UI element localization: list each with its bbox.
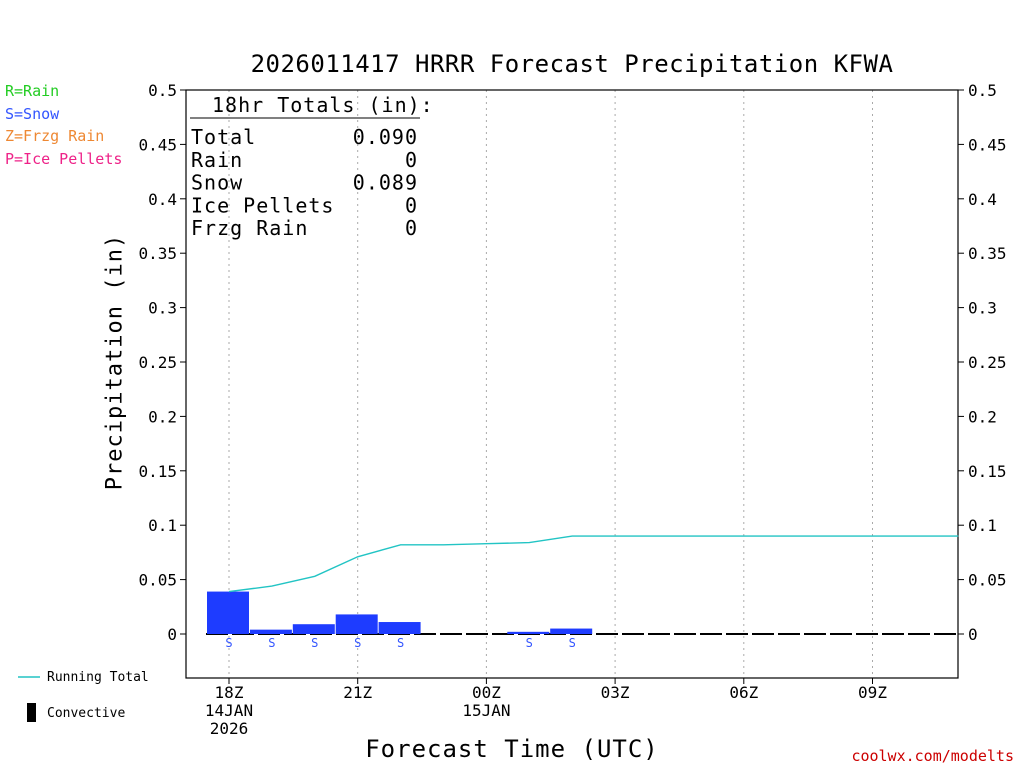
y-tick-label-left: 0.4 bbox=[148, 190, 177, 209]
convective-legend-swatch bbox=[27, 703, 36, 722]
x-tick-label: 03Z bbox=[601, 683, 630, 702]
totals-row-value: 0 bbox=[405, 193, 418, 217]
y-tick-label-left: 0 bbox=[167, 625, 177, 644]
legend-freezing-rain: Z=Frzg Rain bbox=[5, 127, 105, 145]
totals-row-label: Ice Pellets bbox=[191, 193, 334, 217]
y-tick-label-right: 0.3 bbox=[968, 299, 997, 318]
x-tick-label: 2026 bbox=[210, 719, 249, 738]
totals-row-value: 0 bbox=[405, 148, 418, 172]
totals-row-label: Frzg Rain bbox=[191, 216, 308, 240]
legend-snow: S=Snow bbox=[5, 105, 60, 123]
y-tick-label-right: 0.5 bbox=[968, 81, 997, 100]
x-tick-label: 15JAN bbox=[462, 701, 510, 720]
convective-legend-label: Convective bbox=[47, 706, 126, 721]
y-tick-label-left: 0.25 bbox=[138, 353, 177, 372]
precip-type-marker: S bbox=[354, 636, 361, 650]
y-tick-label-left: 0.45 bbox=[138, 135, 177, 154]
precip-type-marker: S bbox=[526, 636, 533, 650]
totals-row-label: Snow bbox=[191, 171, 243, 195]
precip-type-marker: S bbox=[397, 636, 404, 650]
precip-type-marker: S bbox=[311, 636, 318, 650]
precip-type-marker: S bbox=[225, 636, 232, 650]
totals-row-value: 0.089 bbox=[353, 171, 418, 195]
y-tick-label-left: 0.35 bbox=[138, 244, 177, 263]
chart-title: 2026011417 HRRR Forecast Precipitation K… bbox=[250, 50, 894, 78]
x-axis-label: Forecast Time (UTC) bbox=[365, 735, 659, 763]
y-tick-label-left: 0.15 bbox=[138, 462, 177, 481]
y-tick-label-right: 0.45 bbox=[968, 135, 1007, 154]
running-total-line bbox=[228, 535, 959, 593]
totals-row-value: 0.090 bbox=[353, 125, 418, 149]
y-tick-label-left: 0.05 bbox=[138, 571, 177, 590]
legend-rain: R=Rain bbox=[5, 82, 60, 100]
y-tick-label-right: 0.25 bbox=[968, 353, 1007, 372]
y-tick-label-right: 0.15 bbox=[968, 462, 1007, 481]
precip-bar bbox=[550, 628, 593, 634]
y-tick-label-left: 0.1 bbox=[148, 516, 177, 535]
credit-link[interactable]: coolwx.com/modelts bbox=[851, 747, 1014, 765]
y-axis-label: Precipitation (in) bbox=[102, 233, 128, 491]
precip-bar bbox=[207, 591, 249, 634]
y-tick-label-right: 0.35 bbox=[968, 244, 1007, 263]
plot-frame bbox=[185, 89, 959, 679]
totals-heading: 18hr Totals (in): bbox=[212, 93, 434, 117]
precip-bar bbox=[249, 629, 292, 634]
precip-bar bbox=[507, 631, 550, 634]
y-tick-label-right: 0.05 bbox=[968, 571, 1007, 590]
x-tick-label: 06Z bbox=[729, 683, 758, 702]
running-total-legend-label: Running Total bbox=[47, 670, 149, 685]
precip-bar bbox=[292, 624, 335, 634]
y-tick-label-left: 0.2 bbox=[148, 407, 177, 426]
x-tick-label: 00Z bbox=[472, 683, 501, 702]
y-tick-label-left: 0.5 bbox=[148, 81, 177, 100]
y-tick-label-right: 0.1 bbox=[968, 516, 997, 535]
precip-type-marker: S bbox=[268, 636, 275, 650]
x-tick-label: 14JAN bbox=[205, 701, 253, 720]
legend-ice-pellets: P=Ice Pellets bbox=[5, 150, 123, 168]
precip-bar bbox=[335, 614, 378, 634]
y-tick-label-right: 0.2 bbox=[968, 407, 997, 426]
x-tick-label: 09Z bbox=[858, 683, 887, 702]
x-tick-label: 18Z bbox=[215, 683, 244, 702]
x-tick-label: 21Z bbox=[343, 683, 372, 702]
totals-row-value: 0 bbox=[405, 216, 418, 240]
y-tick-label-left: 0.3 bbox=[148, 299, 177, 318]
totals-row-label: Rain bbox=[191, 148, 243, 172]
y-tick-label-right: 0 bbox=[968, 625, 978, 644]
precip-bar bbox=[378, 622, 421, 634]
totals-row-label: Total bbox=[191, 125, 256, 149]
y-tick-label-right: 0.4 bbox=[968, 190, 997, 209]
precip-type-marker: S bbox=[569, 636, 576, 650]
